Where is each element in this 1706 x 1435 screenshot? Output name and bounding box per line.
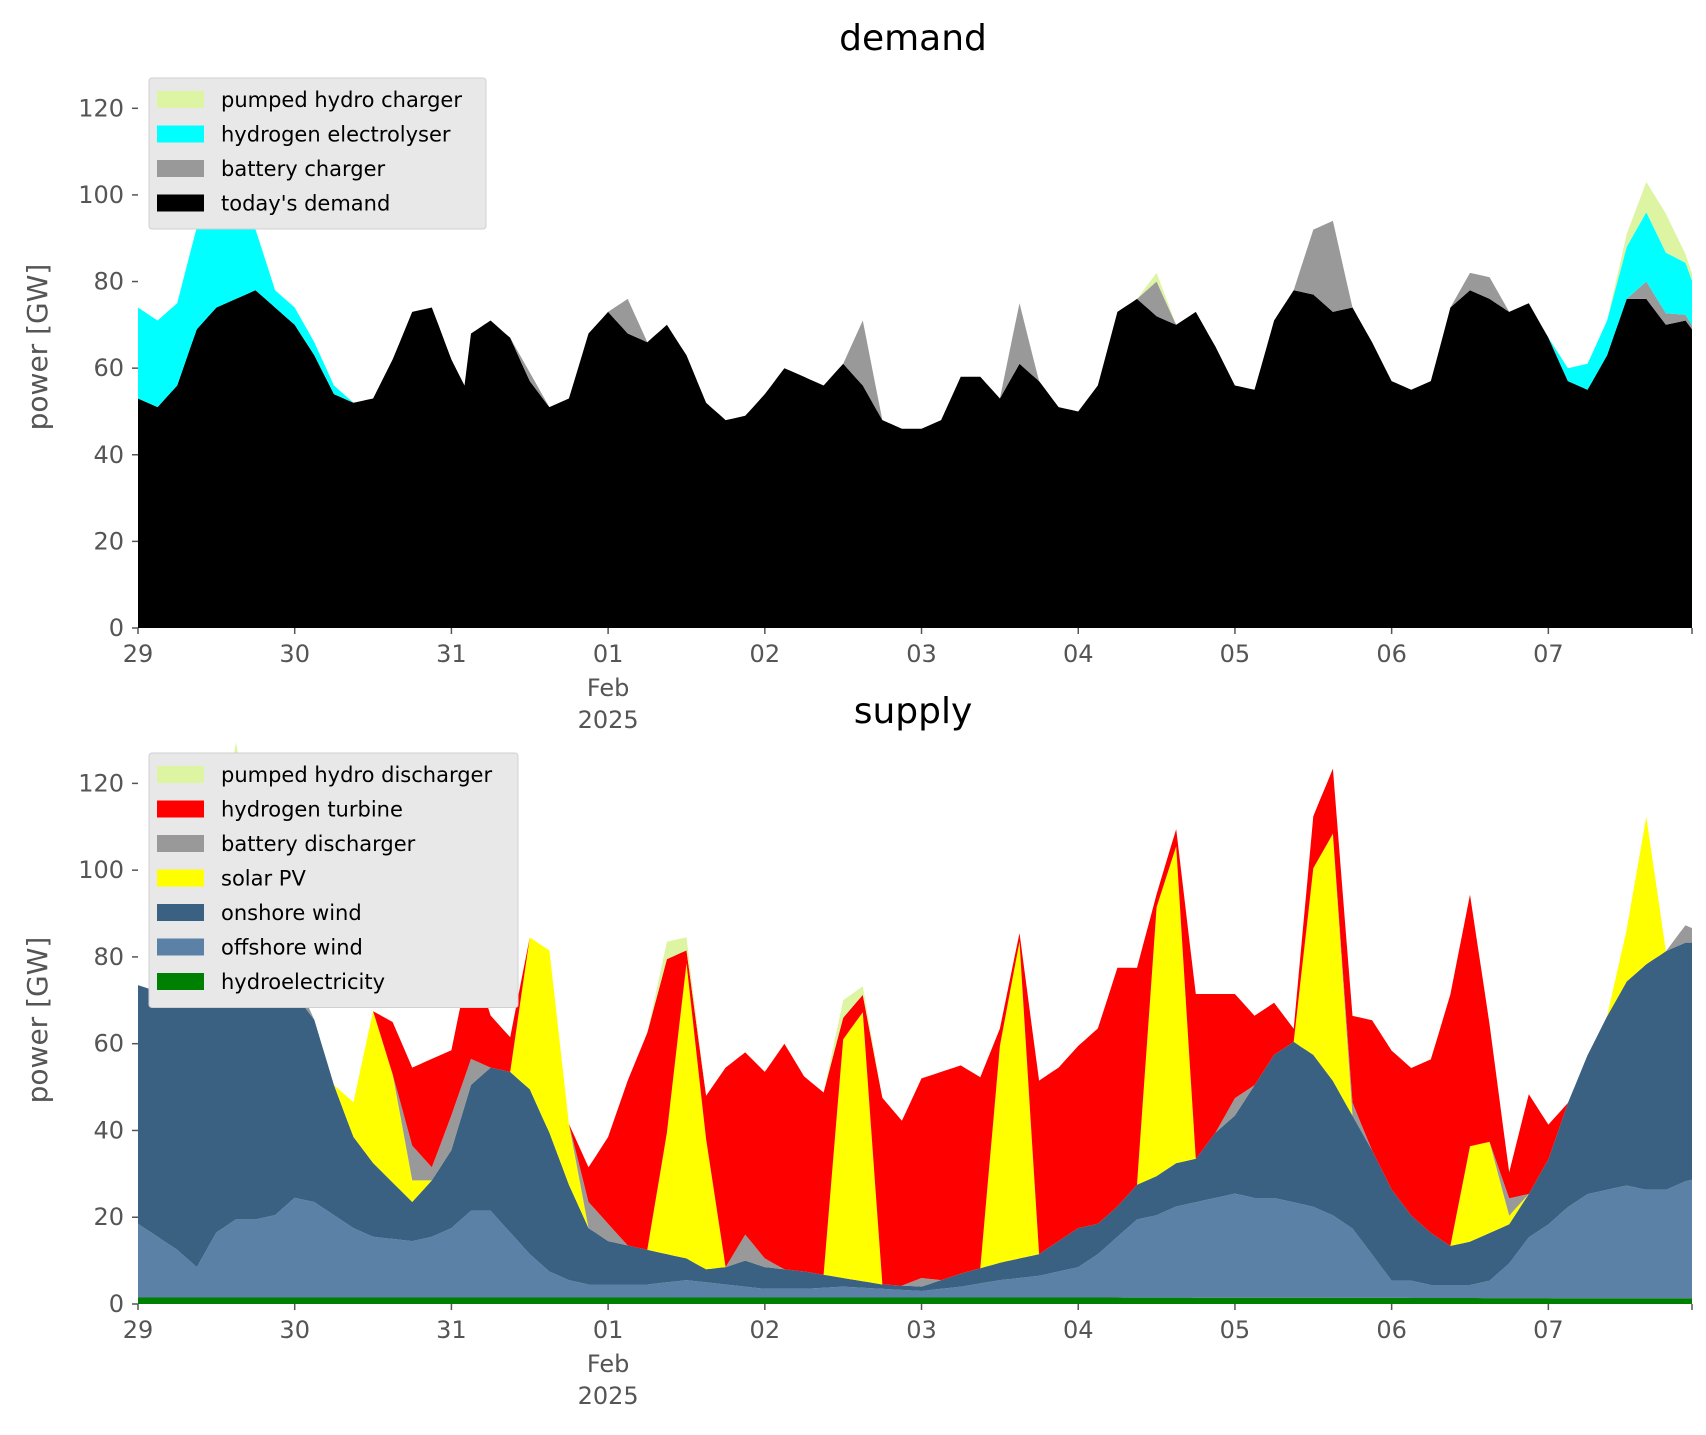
x-tick-sublabel: Feb — [587, 674, 630, 702]
legend-label-battery-charger: battery charger — [221, 157, 386, 181]
legend-label-offshore-wind: offshore wind — [221, 936, 363, 960]
demand-y-axis-label: power [GW] — [21, 264, 54, 431]
y-tick-label: 60 — [93, 354, 124, 382]
legend-swatch-hydrogen-turbine — [157, 800, 204, 818]
x-tick-label: 07 — [1533, 1316, 1564, 1344]
x-tick-sublabel: 2025 — [578, 1382, 639, 1410]
x-tick-label: 06 — [1376, 1316, 1407, 1344]
legend-label-pumped-hydro-charger: pumped hydro charger — [221, 88, 462, 112]
y-tick-label: 40 — [93, 1116, 124, 1144]
y-tick-label: 40 — [93, 441, 124, 469]
area-today-s-demand — [138, 290, 1692, 628]
x-tick-label: 29 — [123, 1316, 154, 1344]
supply-plot-area: 0 20 40 60 80 100 120 29 30 31 01 Feb 2025 02 03 04 05 06… — [78, 742, 1693, 1410]
area-onshore-wind — [138, 898, 1692, 1291]
x-tick-label: 29 — [123, 640, 154, 668]
legend-label-battery-discharger: battery discharger — [221, 832, 416, 856]
legend-label-today-s-demand: today's demand — [221, 192, 390, 216]
demand-title: demand — [839, 18, 987, 59]
y-tick-label: 100 — [78, 856, 124, 884]
x-tick-label: 07 — [1533, 640, 1564, 668]
legend-label-pumped-hydro-discharger: pumped hydro discharger — [221, 763, 492, 787]
supply-title: supply — [854, 691, 973, 732]
legend-label-hydrogen-turbine: hydrogen turbine — [221, 798, 403, 822]
y-tick-label: 0 — [109, 1290, 124, 1318]
y-tick-label: 20 — [93, 1203, 124, 1231]
x-tick-label: 01 — [593, 1316, 624, 1344]
legend-swatch-battery-discharger — [157, 835, 204, 852]
legend-label-hydrogen-electrolyser: hydrogen electrolyser — [221, 123, 451, 147]
legend-swatch-hydrogen-electrolyser — [157, 125, 204, 143]
x-tick-sublabel: 2025 — [578, 706, 639, 734]
demand-plot-area: 0 20 40 60 80 100 120 29 30 31 01 Feb 2025 02 03 04 05 06… — [78, 77, 1693, 734]
legend: pumped hydro charger hydrogen electrolyse… — [148, 77, 487, 230]
legend-box — [148, 77, 487, 230]
x-tick-label: 02 — [750, 1316, 781, 1344]
y-tick-label: 20 — [93, 527, 124, 555]
legend-swatch-today-s-demand — [157, 194, 204, 212]
y-tick-label: 60 — [93, 1030, 124, 1058]
legend-label-hydroelectricity: hydroelectricity — [221, 970, 385, 994]
legend-swatch-battery-charger — [157, 160, 204, 177]
legend-swatch-offshore-wind — [157, 938, 204, 956]
y-axis: 0 20 40 60 80 100 120 — [78, 769, 138, 1318]
x-tick-sublabel: Feb — [587, 1350, 630, 1378]
area-hydrogen-turbine — [138, 768, 1692, 1286]
x-tick-label: 30 — [279, 640, 310, 668]
legend-label-solar-pv: solar PV — [221, 867, 306, 891]
legend-box — [148, 752, 519, 1008]
y-tick-label: 80 — [93, 943, 124, 971]
x-tick-label: 05 — [1220, 640, 1251, 668]
x-axis: 29 30 31 01 Feb 2025 02 03 04 05 06 07 — [123, 628, 1693, 734]
area-offshore-wind — [138, 1179, 1692, 1299]
x-tick-label: 30 — [279, 1316, 310, 1344]
x-tick-label: 31 — [436, 1316, 467, 1344]
x-tick-label: 05 — [1220, 1316, 1251, 1344]
supply-y-axis-label: power [GW] — [21, 937, 54, 1104]
x-tick-label: 03 — [906, 1316, 937, 1344]
x-tick-label: 06 — [1376, 640, 1407, 668]
area-series-group — [138, 742, 1692, 1304]
y-tick-label: 0 — [109, 614, 124, 642]
legend-swatch-pumped-hydro-charger — [157, 91, 204, 108]
y-tick-label: 100 — [78, 181, 124, 209]
area-battery-charger — [138, 220, 1692, 429]
x-tick-label: 02 — [750, 640, 781, 668]
y-tick-label: 80 — [93, 268, 124, 296]
legend-swatch-solar-pv — [157, 869, 204, 887]
legend: pumped hydro discharger hydrogen turbine b… — [148, 752, 519, 1008]
x-tick-label: 31 — [436, 640, 467, 668]
x-axis: 29 30 31 01 Feb 2025 02 03 04 05 06 07 — [123, 1304, 1693, 1410]
y-axis: 0 20 40 60 80 100 120 — [78, 94, 138, 642]
x-tick-label: 01 — [593, 640, 624, 668]
legend-label-onshore-wind: onshore wind — [221, 901, 362, 925]
legend-swatch-hydroelectricity — [157, 973, 204, 990]
legend-swatch-pumped-hydro-discharger — [157, 766, 204, 783]
x-tick-label: 03 — [906, 640, 937, 668]
x-tick-label: 04 — [1063, 640, 1094, 668]
area-series-group — [138, 86, 1692, 628]
area-hydroelectricity — [138, 1297, 1692, 1304]
y-tick-label: 120 — [78, 769, 124, 797]
y-tick-label: 120 — [78, 94, 124, 122]
legend-swatch-onshore-wind — [157, 904, 204, 921]
x-tick-label: 04 — [1063, 1316, 1094, 1344]
